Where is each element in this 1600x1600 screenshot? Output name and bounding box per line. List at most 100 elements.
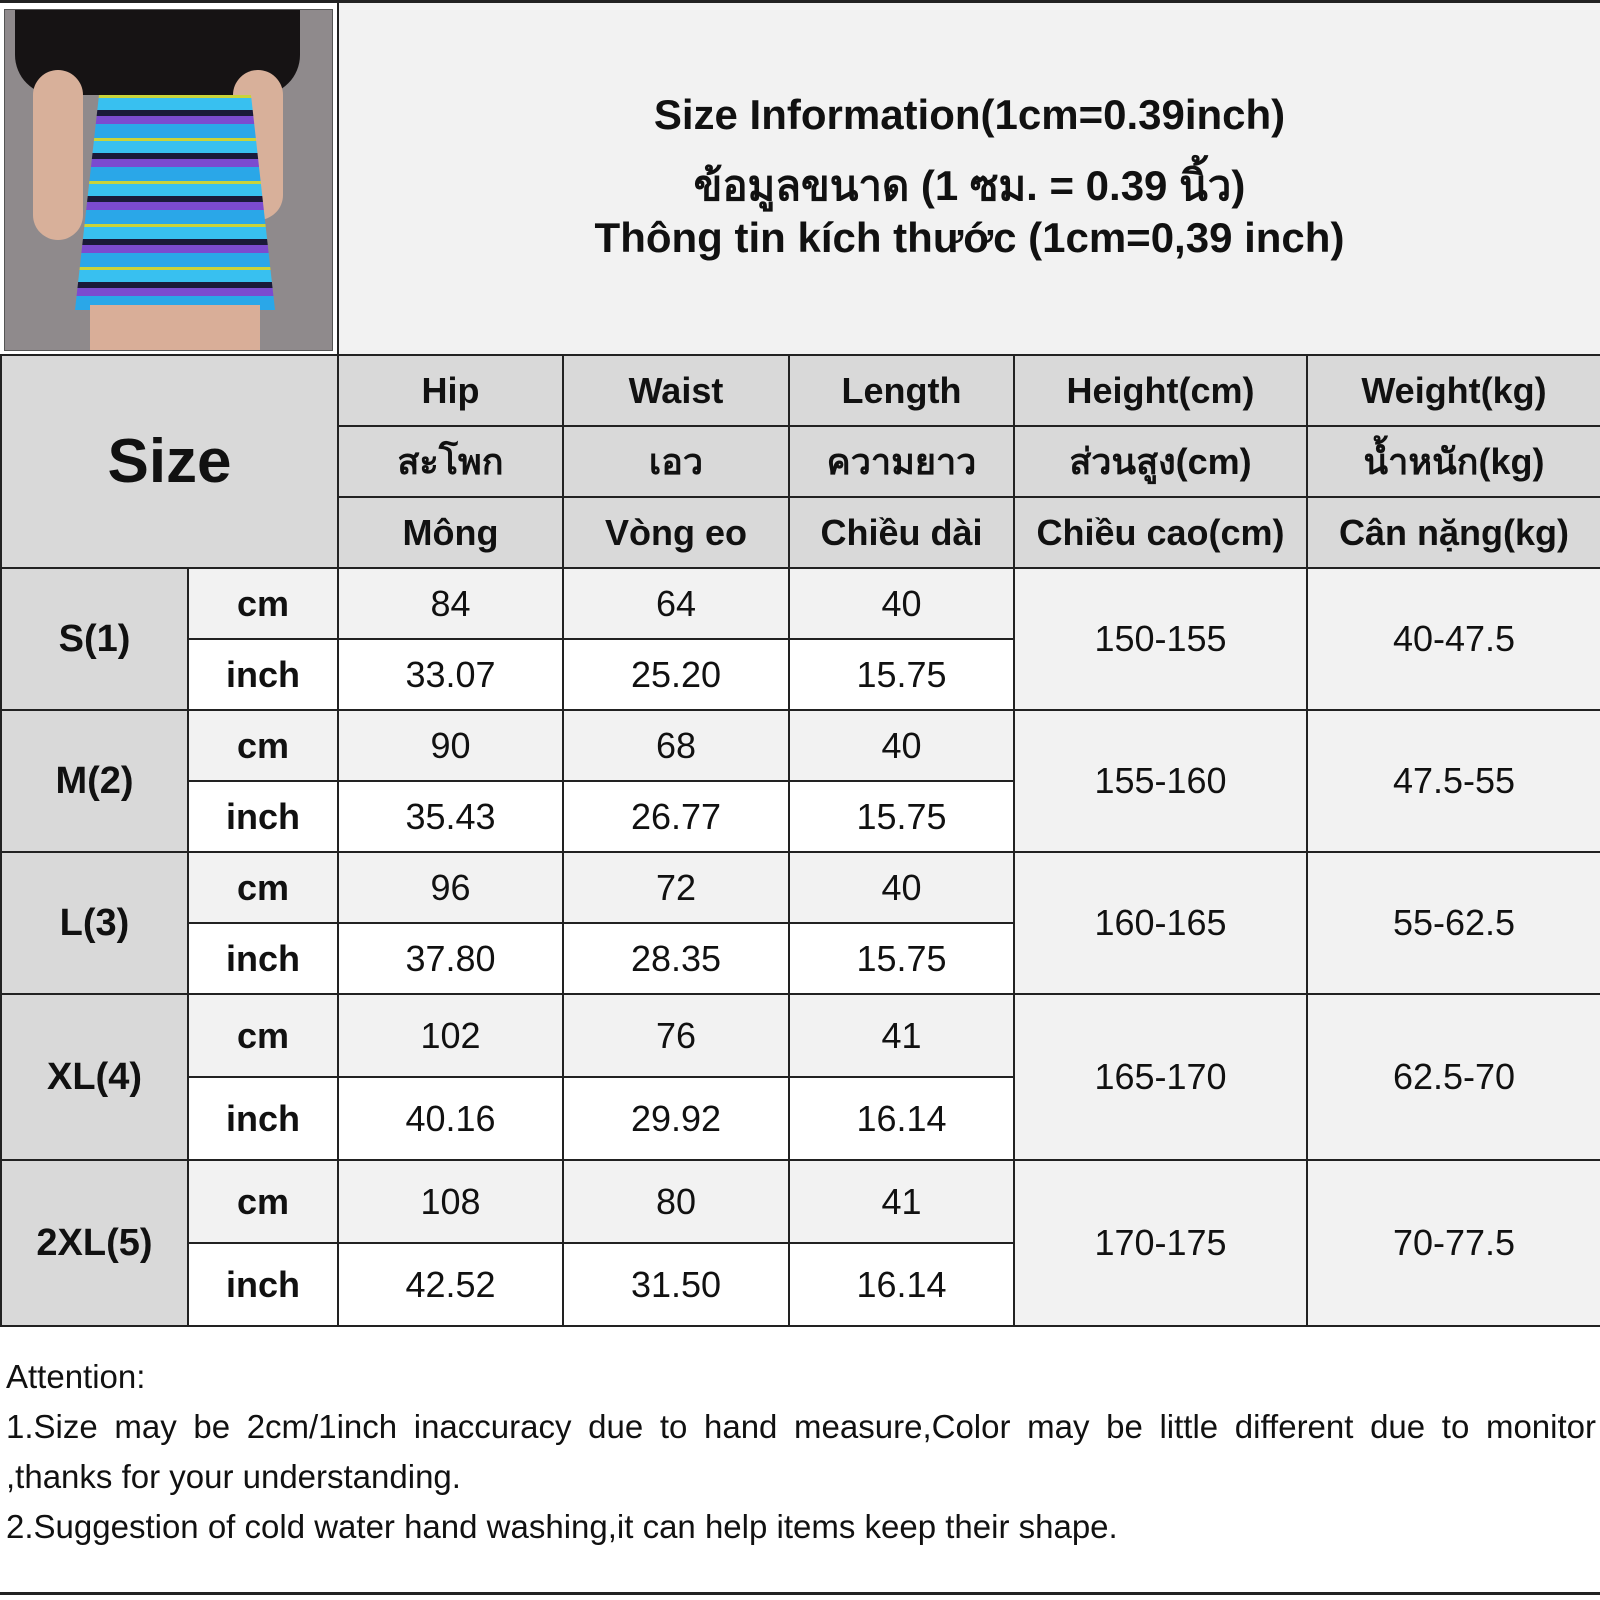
- height-cell: 155-160: [1013, 709, 1308, 853]
- size-label: XL(4): [0, 993, 189, 1161]
- weight-cell: 70-77.5: [1306, 1159, 1600, 1327]
- table-row: M(2) cm 90 68 40 155-160 47.5-55: [0, 709, 1600, 853]
- measurement-cell: 40: [788, 709, 1015, 782]
- measurement-cell: 15.75: [788, 922, 1015, 995]
- height-cell: 160-165: [1013, 851, 1308, 995]
- measurement-cell: 41: [788, 1159, 1015, 1244]
- title-vietnamese: Thông tin kích thước (1cm=0,39 inch): [594, 214, 1345, 261]
- photo-skirt: [75, 95, 275, 310]
- title-thai: ข้อมูลขนาด (1 ซม. = 0.39 นิ้ว): [693, 162, 1246, 209]
- header-row-en: Size Hip Waist Length Height(cm) Weight(kg): [0, 354, 1600, 569]
- photo-legs: [90, 305, 260, 350]
- table-row: XL(4) cm 102 76 41 165-170 62.5-70: [0, 993, 1600, 1161]
- column-header-th: ส่วนสูง(cm): [1013, 425, 1308, 498]
- column-header-en: Height(cm): [1013, 354, 1308, 427]
- title-block: Size Information(1cm=0.39inch) ข้อมูลขนา…: [339, 3, 1600, 357]
- measurement-cell: 33.07: [337, 638, 564, 711]
- column-header-en: Waist: [562, 354, 790, 427]
- table-row: inch 42.52 31.50 16.14: [1, 1242, 1600, 1327]
- size-label: S(1): [0, 567, 189, 711]
- column-header-th: ความยาว: [788, 425, 1015, 498]
- measurement-cell: 80: [562, 1159, 790, 1244]
- measurement-cell: 26.77: [562, 780, 790, 853]
- unit-label: cm: [187, 1159, 339, 1244]
- photo-arm-left: [33, 70, 83, 240]
- column-header-vi: Cân nặng(kg): [1306, 496, 1600, 569]
- header-row-th: สะโพก เอว ความยาว ส่วนสูง(cm) น้ำหนัก(kg): [1, 425, 1600, 498]
- weight-cell: 40-47.5: [1306, 567, 1600, 711]
- column-header-en: Length: [788, 354, 1015, 427]
- unit-label: inch: [187, 638, 339, 711]
- weight-cell: 62.5-70: [1306, 993, 1600, 1161]
- bottom-border: [0, 1592, 1600, 1595]
- table-row: inch 35.43 26.77 15.75: [1, 780, 1600, 853]
- measurement-cell: 15.75: [788, 780, 1015, 853]
- size-header: Size: [0, 354, 339, 569]
- column-header-vi: Vòng eo: [562, 496, 790, 569]
- measurement-cell: 64: [562, 567, 790, 640]
- unit-label: cm: [187, 567, 339, 640]
- table-row: inch 33.07 25.20 15.75: [1, 638, 1600, 711]
- table-row: L(3) cm 96 72 40 160-165 55-62.5: [0, 851, 1600, 995]
- measurement-cell: 84: [337, 567, 564, 640]
- table-row: inch 37.80 28.35 15.75: [1, 922, 1600, 995]
- measurement-cell: 25.20: [562, 638, 790, 711]
- measurement-cell: 40: [788, 851, 1015, 924]
- unit-label: cm: [187, 709, 339, 782]
- measurement-cell: 42.52: [337, 1242, 564, 1327]
- column-header-th: เอว: [562, 425, 790, 498]
- weight-cell: 55-62.5: [1306, 851, 1600, 995]
- column-header-th: สะโพก: [337, 425, 564, 498]
- measurement-cell: 68: [562, 709, 790, 782]
- unit-label: inch: [187, 780, 339, 853]
- header-row-vi: Mông Vòng eo Chiều dài Chiều cao(cm) Cân nặn…: [1, 496, 1600, 569]
- measurement-cell: 102: [337, 993, 564, 1078]
- table-row: S(1) cm 84 64 40 150-155 40-47.5: [0, 567, 1600, 711]
- unit-label: inch: [187, 922, 339, 995]
- unit-label: cm: [187, 993, 339, 1078]
- size-label: M(2): [0, 709, 189, 853]
- unit-label: cm: [187, 851, 339, 924]
- height-cell: 170-175: [1013, 1159, 1308, 1327]
- unit-label: inch: [187, 1242, 339, 1327]
- size-table: Size Hip Waist Length Height(cm) Weight(kg) สะ…: [0, 354, 1600, 1327]
- height-cell: 165-170: [1013, 993, 1308, 1161]
- header-section: Size Information(1cm=0.39inch) ข้อมูลขนา…: [0, 0, 1600, 357]
- note-item-2: 2.Suggestion of cold water hand washing,…: [6, 1508, 1118, 1545]
- column-header-en: Weight(kg): [1306, 354, 1600, 427]
- note-item-1: 1.Size may be 2cm/1inch inaccuracy due t…: [6, 1408, 1596, 1495]
- table-row: inch 40.16 29.92 16.14: [1, 1076, 1600, 1161]
- product-photo: [4, 9, 333, 351]
- measurement-cell: 96: [337, 851, 564, 924]
- measurement-cell: 31.50: [562, 1242, 790, 1327]
- column-header-vi: Chiều dài: [788, 496, 1015, 569]
- column-header-en: Hip: [337, 354, 564, 427]
- height-cell: 150-155: [1013, 567, 1308, 711]
- measurement-cell: 90: [337, 709, 564, 782]
- measurement-cell: 72: [562, 851, 790, 924]
- measurement-cell: 108: [337, 1159, 564, 1244]
- measurement-cell: 16.14: [788, 1076, 1015, 1161]
- measurement-cell: 16.14: [788, 1242, 1015, 1327]
- measurement-cell: 40.16: [337, 1076, 564, 1161]
- divider: [337, 3, 339, 357]
- notes-heading: Attention:: [6, 1358, 146, 1395]
- measurement-cell: 41: [788, 993, 1015, 1078]
- size-label: 2XL(5): [0, 1159, 189, 1327]
- column-header-vi: Mông: [337, 496, 564, 569]
- title-english: Size Information(1cm=0.39inch): [653, 91, 1286, 138]
- measurement-cell: 28.35: [562, 922, 790, 995]
- unit-label: inch: [187, 1076, 339, 1161]
- measurement-cell: 76: [562, 993, 790, 1078]
- attention-notes: Attention: 1.Size may be 2cm/1inch inacc…: [6, 1352, 1596, 1552]
- measurement-cell: 35.43: [337, 780, 564, 853]
- column-header-th: น้ำหนัก(kg): [1306, 425, 1600, 498]
- size-label: L(3): [0, 851, 189, 995]
- measurement-cell: 29.92: [562, 1076, 790, 1161]
- table-row: 2XL(5) cm 108 80 41 170-175 70-77.5: [0, 1159, 1600, 1327]
- measurement-cell: 15.75: [788, 638, 1015, 711]
- column-header-vi: Chiều cao(cm): [1013, 496, 1308, 569]
- weight-cell: 47.5-55: [1306, 709, 1600, 853]
- measurement-cell: 37.80: [337, 922, 564, 995]
- measurement-cell: 40: [788, 567, 1015, 640]
